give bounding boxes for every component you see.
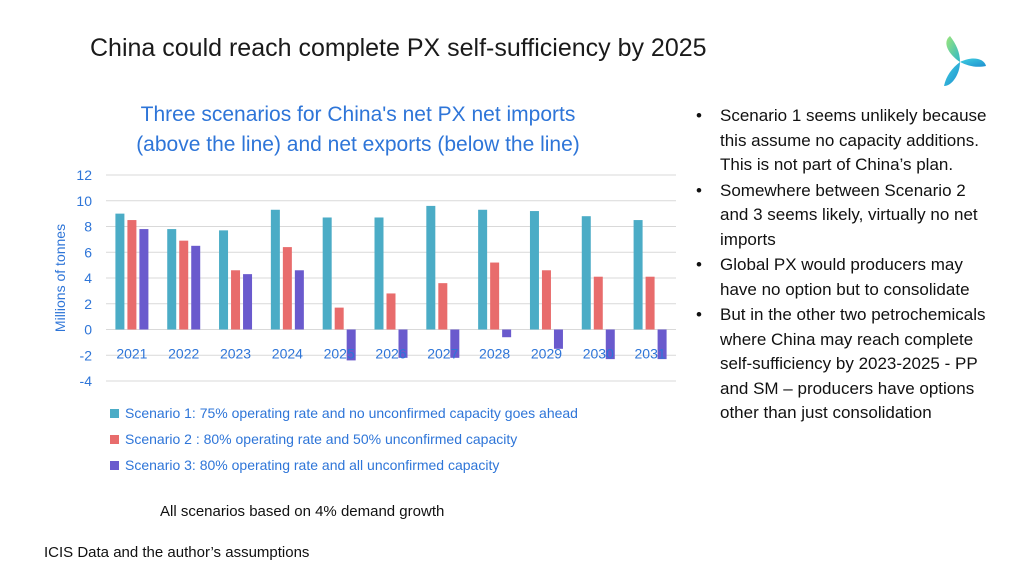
x-tick-label: 2031 (635, 346, 666, 362)
y-tick-label: 4 (84, 270, 92, 286)
x-tick-label: 2027 (427, 346, 458, 362)
chart-legend: Scenario 1: 75% operating rate and no un… (110, 400, 578, 478)
legend-swatch (110, 434, 119, 444)
bar-series-3 (657, 329, 667, 360)
bar-series-1 (270, 209, 280, 330)
y-tick-label: 6 (84, 244, 92, 260)
slide-title: China could reach complete PX self-suffi… (90, 34, 707, 62)
x-tick-label: 2021 (116, 346, 147, 362)
bar-series-2 (334, 307, 344, 330)
x-tick-label: 2029 (531, 346, 562, 362)
trefoil-logo-icon (944, 36, 986, 86)
bar-series-2 (386, 293, 396, 330)
y-tick-label: 8 (84, 219, 92, 235)
bar-series-3 (243, 274, 253, 330)
bullet-text: Scenario 1 seems unlikely because this a… (720, 106, 987, 174)
bullet-text: But in the other two petrochemicals wher… (720, 305, 986, 422)
bullet-dot-icon: • (696, 106, 702, 125)
legend-item: Scenario 3: 80% operating rate and all u… (110, 452, 578, 478)
bar-series-1 (115, 213, 125, 330)
x-tick-label: 2026 (375, 346, 406, 362)
y-tick-label: 12 (76, 167, 92, 183)
bar-series-1 (633, 220, 643, 330)
bar-series-2 (179, 240, 189, 330)
bar-series-3 (553, 329, 563, 349)
footnote: All scenarios based on 4% demand growth (160, 503, 445, 520)
y-tick-label: -4 (80, 373, 93, 389)
x-tick-label: 2030 (583, 346, 614, 362)
bullet-list: • Scenario 1 seems unlikely because this … (694, 104, 994, 427)
legend-swatch (110, 408, 119, 418)
legend-label: Scenario 2 : 80% operating rate and 50% … (125, 431, 518, 447)
bullet-dot-icon: • (696, 305, 702, 324)
bullet-dot-icon: • (696, 255, 702, 274)
bar-series-3 (605, 329, 615, 360)
bar-series-2 (490, 262, 500, 330)
y-tick-label: 10 (76, 193, 92, 209)
y-tick-label: 2 (84, 296, 92, 312)
bar-series-1 (529, 211, 539, 330)
bar-series-1 (167, 229, 177, 330)
bar-series-3 (191, 245, 201, 330)
bar-series-1 (478, 209, 488, 330)
chart-title-line-1: Three scenarios for China's net PX net i… (140, 103, 576, 126)
bar-series-3 (450, 329, 460, 358)
y-tick-label: 0 (84, 322, 92, 338)
y-tick-label: -2 (80, 347, 93, 363)
x-tick-label: 2024 (272, 346, 303, 362)
legend-label: Scenario 1: 75% operating rate and no un… (125, 405, 578, 421)
bullet-text: Global PX would producers may have no op… (720, 255, 970, 299)
bar-series-1 (426, 205, 436, 330)
legend-label: Scenario 3: 80% operating rate and all u… (125, 457, 500, 473)
source-note: ICIS Data and the author’s assumptions (44, 544, 310, 561)
bullet-dot-icon: • (696, 180, 702, 200)
bullet-item: • Scenario 1 seems unlikely because this … (694, 104, 994, 178)
x-tick-label: 2023 (220, 346, 251, 362)
bar-series-3 (502, 329, 512, 338)
legend-item: Scenario 2 : 80% operating rate and 50% … (110, 426, 578, 452)
bar-series-2 (645, 276, 655, 330)
bullet-item: • But in the other two petrochemicals whe… (694, 303, 994, 426)
bar-series-2 (593, 276, 603, 330)
bar-series-3 (346, 329, 356, 361)
bar-chart: 12 10 8 6 4 2 0 -2 -4 Millions of tonnes 2021 2022 2… (52, 167, 676, 389)
x-tick-label: 2025 (324, 346, 355, 362)
bar-series-1 (374, 217, 384, 330)
legend-swatch (110, 460, 119, 470)
bar-series-2 (127, 220, 137, 330)
bullet-text: Somewhere between Scenario 2 and 3 seems… (720, 180, 978, 249)
bar-series-3 (294, 270, 304, 330)
bar-series-2 (438, 283, 448, 330)
x-tick-label: 2022 (168, 346, 199, 362)
bullet-item: • Global PX would producers may have no o… (694, 253, 994, 302)
bar-series-3 (139, 229, 149, 330)
chart-title: Three scenarios for China's net PX net i… (88, 100, 628, 160)
bar-series-2 (541, 270, 551, 330)
bar-series-2 (231, 270, 241, 330)
chart-title-line-2: (above the line) and net exports (below … (136, 133, 580, 156)
legend-item: Scenario 1: 75% operating rate and no un… (110, 400, 578, 426)
bullet-item: • Somewhere between Scenario 2 and 3 seem… (694, 179, 994, 253)
y-axis-label: Millions of tonnes (52, 224, 68, 332)
bar-series-1 (322, 217, 332, 330)
bar-series-3 (398, 329, 408, 358)
bar-series-2 (282, 247, 292, 330)
x-tick-label: 2028 (479, 346, 510, 362)
bar-series-1 (581, 216, 591, 330)
bar-series-1 (219, 230, 229, 330)
